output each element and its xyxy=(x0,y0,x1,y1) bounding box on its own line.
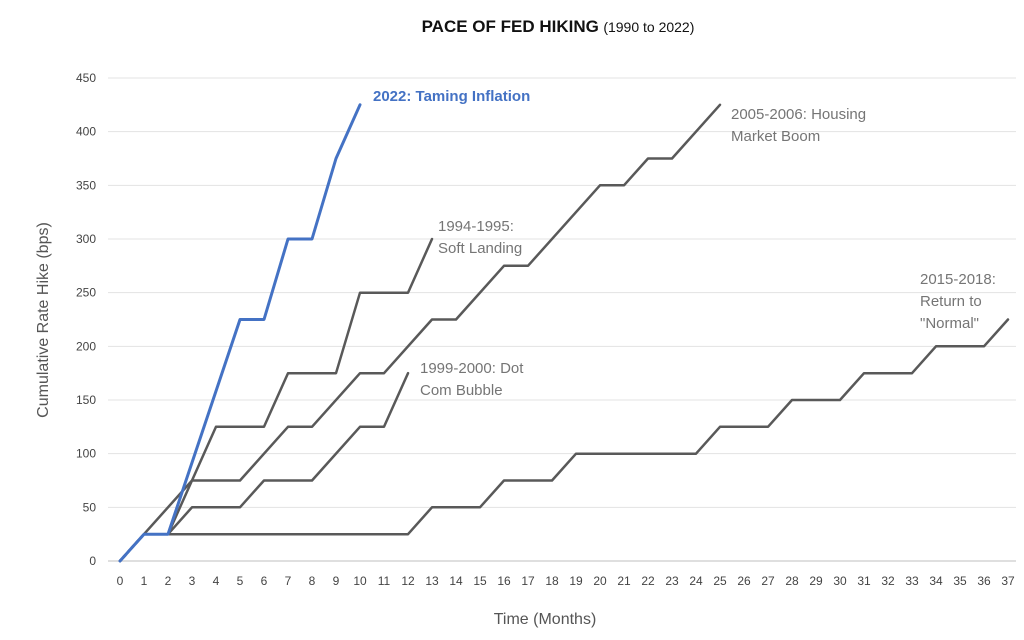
x-tick-label: 31 xyxy=(857,574,871,588)
series-label-line: 2005-2006: Housing xyxy=(731,106,866,123)
x-tick-label: 8 xyxy=(309,574,316,588)
x-tick-label: 26 xyxy=(737,574,751,588)
y-tick-label: 450 xyxy=(76,71,96,85)
x-tick-label: 19 xyxy=(569,574,583,588)
x-tick-label: 3 xyxy=(189,574,196,588)
x-tick-label: 10 xyxy=(353,574,367,588)
series-label: 1999-2000: Dot Com Bubble xyxy=(420,360,524,399)
x-tick-label: 14 xyxy=(449,574,463,588)
x-axis-ticks: 0 1 2 3 4 5 6 7 8 9 10 11 12 13 14 15 16 17 18 19 20 21 22 23 24… xyxy=(117,574,1015,588)
series-labels: 2022: Taming Inflation 1994-1995: Soft Lan… xyxy=(373,88,996,399)
series-line xyxy=(118,318,1010,563)
x-tick-label: 20 xyxy=(593,574,607,588)
x-tick-label: 35 xyxy=(953,574,967,588)
series-label: 2015-2018: Return to "Normal" xyxy=(920,271,996,332)
y-tick-label: 400 xyxy=(76,125,96,139)
x-tick-label: 12 xyxy=(401,574,415,588)
series-label-line: Com Bubble xyxy=(420,382,503,399)
x-tick-label: 30 xyxy=(833,574,847,588)
x-tick-label: 15 xyxy=(473,574,487,588)
y-tick-label: 50 xyxy=(83,500,97,514)
x-tick-label: 32 xyxy=(881,574,895,588)
series-label: 2022: Taming Inflation xyxy=(373,88,530,105)
x-tick-label: 36 xyxy=(977,574,991,588)
x-tick-label: 22 xyxy=(641,574,655,588)
x-tick-label: 34 xyxy=(929,574,943,588)
y-axis-title: Cumulative Rate Hike (bps) xyxy=(35,222,52,418)
x-tick-label: 4 xyxy=(213,574,220,588)
x-tick-label: 1 xyxy=(141,574,148,588)
series-lines xyxy=(118,103,1010,563)
x-tick-label: 29 xyxy=(809,574,823,588)
series-label: 2005-2006: Housing Market Boom xyxy=(731,106,866,145)
series-label-line: 2015-2018: xyxy=(920,271,996,288)
series-label-line: 1994-1995: xyxy=(438,218,514,235)
x-tick-label: 11 xyxy=(378,574,391,588)
y-tick-label: 150 xyxy=(76,393,96,407)
chart-title: PACE OF FED HIKING xyxy=(422,17,599,36)
y-tick-label: 0 xyxy=(89,554,96,568)
series-line xyxy=(118,103,722,563)
x-tick-label: 33 xyxy=(905,574,919,588)
x-tick-label: 37 xyxy=(1001,574,1015,588)
chart-title-line: PACE OF FED HIKING (1990 to 2022) xyxy=(422,17,695,36)
y-tick-label: 250 xyxy=(76,286,96,300)
x-tick-label: 0 xyxy=(117,574,124,588)
x-tick-label: 27 xyxy=(761,574,775,588)
chart-subtitle: (1990 to 2022) xyxy=(603,19,694,35)
y-tick-label: 200 xyxy=(76,339,96,353)
series-label: 1994-1995: Soft Landing xyxy=(438,218,522,257)
series-label-line: 2022: Taming Inflation xyxy=(373,88,530,105)
y-tick-label: 350 xyxy=(76,178,96,192)
x-tick-label: 25 xyxy=(713,574,727,588)
x-tick-label: 24 xyxy=(689,574,703,588)
gridlines xyxy=(108,77,1016,562)
y-tick-label: 100 xyxy=(76,447,96,461)
x-tick-label: 5 xyxy=(237,574,244,588)
series-line xyxy=(118,103,362,563)
series-label-line: Soft Landing xyxy=(438,240,522,257)
series-label-line: "Normal" xyxy=(920,315,979,332)
y-axis-ticks: 0 50 100 150 200 250 300 350 400 450 xyxy=(76,71,96,568)
series-label-line: 1999-2000: Dot xyxy=(420,360,524,377)
x-tick-label: 21 xyxy=(617,574,631,588)
series-label-line: Return to xyxy=(920,293,982,310)
x-tick-label: 28 xyxy=(785,574,799,588)
x-tick-label: 13 xyxy=(425,574,439,588)
x-tick-label: 23 xyxy=(665,574,679,588)
x-tick-label: 7 xyxy=(285,574,292,588)
x-tick-label: 9 xyxy=(333,574,340,588)
x-tick-label: 18 xyxy=(545,574,559,588)
x-axis-title: Time (Months) xyxy=(494,611,597,628)
x-tick-label: 2 xyxy=(165,574,172,588)
x-tick-label: 6 xyxy=(261,574,268,588)
x-tick-label: 16 xyxy=(497,574,511,588)
x-tick-label: 17 xyxy=(521,574,535,588)
y-tick-label: 300 xyxy=(76,232,96,246)
series-label-line: Market Boom xyxy=(731,128,820,145)
